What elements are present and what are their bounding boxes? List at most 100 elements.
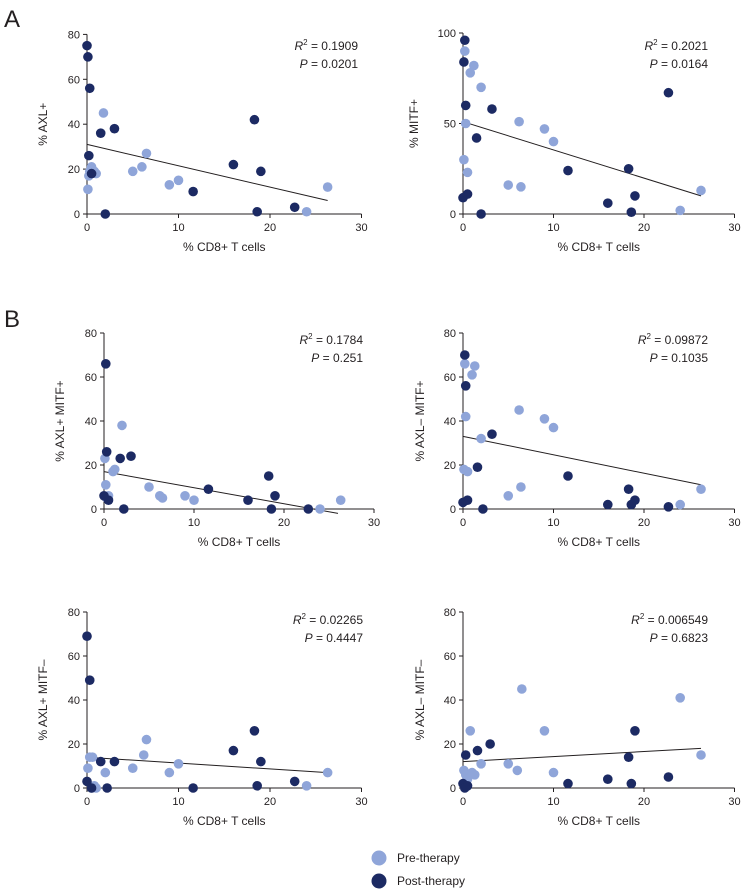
x-tick-label: 10: [172, 222, 184, 234]
point-post: [303, 504, 314, 514]
point-post: [626, 207, 637, 217]
point-pre: [180, 491, 190, 501]
x-tick-label: 10: [172, 796, 184, 808]
y-tick-label: 40: [68, 695, 80, 707]
x-axis-label: % CD8+ T cells: [557, 240, 640, 254]
point-post: [84, 150, 94, 161]
point-pre: [548, 767, 559, 778]
point-pre: [512, 765, 523, 776]
point-post: [82, 631, 92, 641]
point-pre: [539, 726, 550, 736]
y-tick-label: 100: [438, 28, 456, 40]
y-tick-label: 60: [68, 651, 80, 663]
point-pre: [335, 495, 346, 506]
x-axis-label: % CD8+ T cells: [557, 535, 640, 549]
point-post: [630, 726, 640, 736]
point-post: [460, 750, 471, 760]
point-post: [126, 451, 136, 462]
point-post: [95, 128, 106, 138]
legend: Pre-therapy Post-therapy: [371, 850, 465, 889]
point-post: [270, 491, 280, 501]
y-tick-label: 0: [450, 783, 456, 795]
point-pre: [476, 433, 486, 444]
y-tick-label: 60: [444, 372, 456, 384]
r-squared-label: R2 = 0.09872: [638, 332, 709, 347]
point-pre: [315, 504, 325, 514]
point-post: [485, 739, 495, 749]
panel-label-b: B: [4, 306, 20, 333]
point-pre: [503, 180, 514, 190]
point-pre: [469, 361, 480, 371]
point-pre: [301, 781, 312, 791]
x-tick-label: 20: [264, 796, 276, 808]
point-pre: [476, 759, 486, 769]
regression-line: [103, 471, 339, 514]
point-pre: [460, 118, 471, 129]
scatter-plot-5: 0 10 20 30 0 20 40 60 80 % CD8+ T cells % AXL+ MIT…: [36, 607, 368, 828]
scatter-plot-1: 0 10 20 30 0 20 40 60 80 % CD8+ T cells % AXL+ R2 =…: [36, 29, 368, 254]
x-tick-label: 10: [547, 796, 559, 808]
point-pre: [462, 466, 473, 477]
p-value-label: P = 0.251: [311, 351, 363, 365]
x-tick-label: 20: [278, 517, 290, 529]
point-pre: [514, 116, 524, 127]
point-pre: [459, 154, 469, 165]
scatter-plot-2: 0 10 20 30 0 50 100 % CD8+ T cells % MITF+ R2 = 0…: [407, 28, 741, 254]
point-post: [119, 504, 129, 514]
point-post: [630, 191, 640, 201]
point-pre: [503, 491, 514, 501]
scatter-plots: 0 10 20 30 0 20 40 60 80 % CD8+ T cells % AXL+ R2 =…: [36, 28, 741, 828]
x-tick-label: 20: [638, 222, 650, 234]
y-tick-label: 80: [85, 328, 97, 340]
point-pre: [83, 763, 93, 773]
scatter-plot-4: 0 10 20 30 0 20 40 60 80 % CD8+ T cells % AXL– MIT…: [413, 328, 741, 549]
point-post: [86, 783, 97, 793]
r-squared-label: R2 = 0.1784: [299, 332, 363, 347]
point-post: [203, 484, 214, 495]
point-pre: [476, 82, 486, 93]
y-tick-label: 20: [444, 460, 456, 472]
x-tick-label: 30: [728, 517, 740, 529]
point-post: [243, 495, 253, 506]
point-post: [460, 350, 470, 360]
panel-label-a: A: [4, 6, 20, 33]
point-pre: [462, 167, 473, 178]
point-post: [623, 163, 634, 174]
point-pre: [87, 752, 98, 762]
point-pre: [127, 166, 138, 177]
point-pre: [137, 162, 147, 172]
point-post: [462, 189, 473, 199]
point-post: [249, 114, 260, 125]
x-tick-label: 30: [728, 796, 740, 808]
point-pre: [141, 734, 152, 745]
regression-line: [462, 435, 702, 486]
point-post: [563, 778, 573, 789]
point-post: [623, 484, 634, 495]
y-tick-label: 50: [444, 119, 456, 131]
legend-post-marker: [371, 873, 387, 889]
point-post: [623, 752, 634, 762]
point-post: [476, 209, 486, 219]
point-pre: [101, 480, 111, 490]
scatter-plot-3: 0 10 20 30 0 20 40 60 80 % CD8+ T cells % AXL+ MIT…: [53, 328, 380, 549]
point-post: [663, 502, 674, 512]
x-axis-label: % CD8+ T cells: [198, 535, 281, 549]
point-pre: [548, 136, 559, 147]
point-pre: [117, 420, 127, 431]
point-post: [109, 123, 120, 134]
x-tick-label: 30: [728, 222, 740, 234]
point-pre: [173, 175, 184, 186]
point-post: [95, 756, 106, 767]
y-tick-label: 40: [444, 416, 456, 428]
regression-line: [462, 121, 702, 197]
y-tick-label: 20: [68, 739, 80, 751]
point-post: [603, 198, 613, 208]
point-pre: [173, 759, 184, 769]
point-pre: [83, 184, 93, 195]
x-tick-label: 30: [368, 517, 380, 529]
point-pre: [516, 182, 526, 192]
regression-line: [462, 747, 702, 763]
regression-line: [86, 143, 328, 202]
point-pre: [164, 767, 175, 778]
